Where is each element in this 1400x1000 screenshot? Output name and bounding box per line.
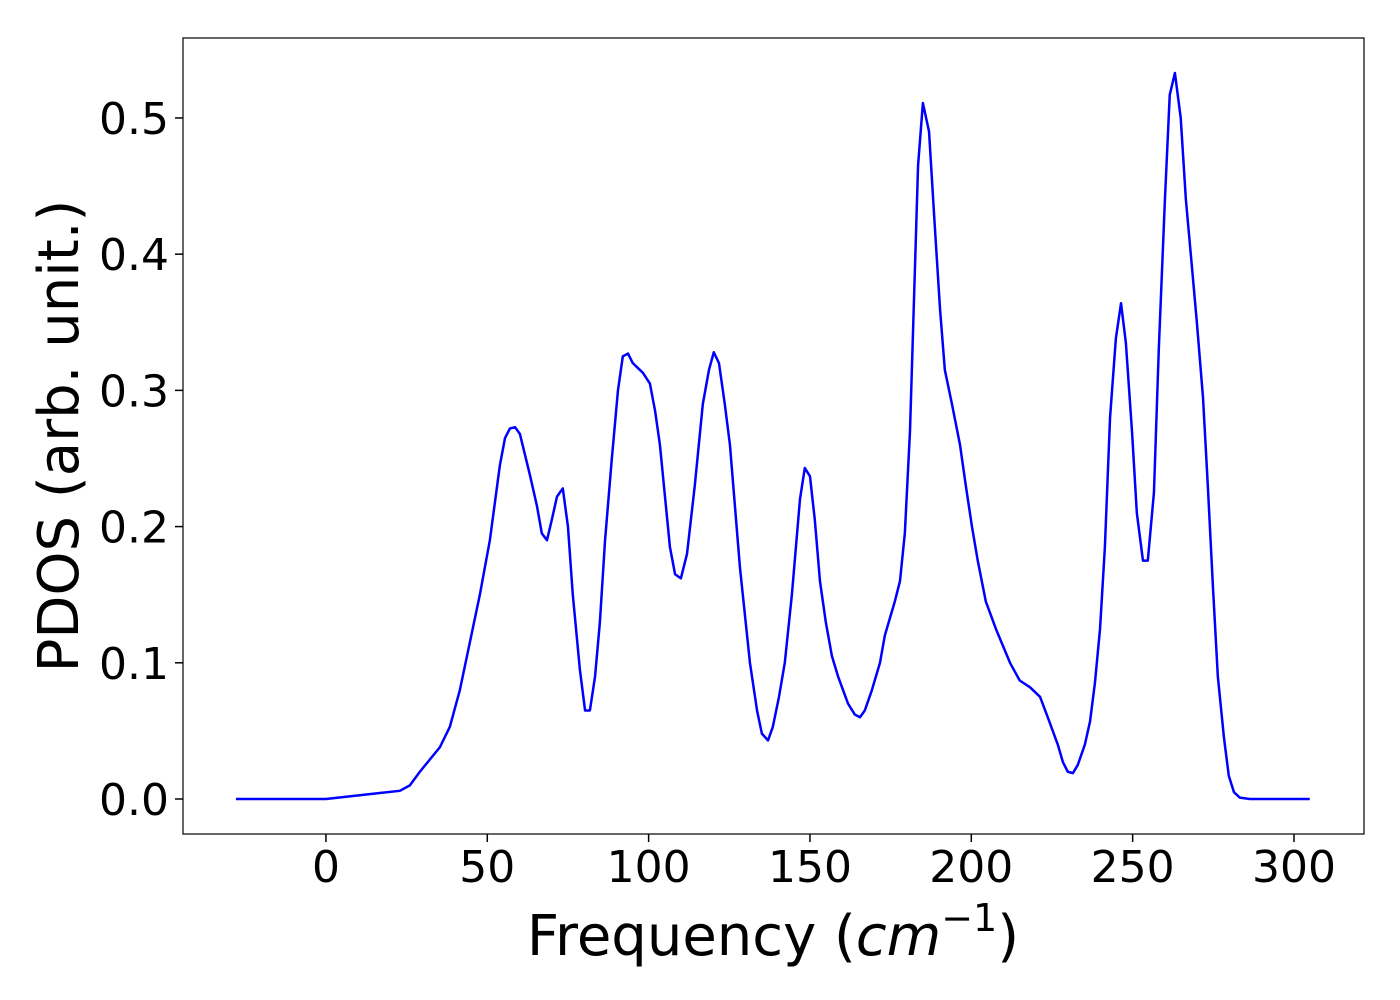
- y-tick-label: 0.4: [99, 230, 169, 281]
- x-tick-label: 300: [1252, 842, 1336, 893]
- x-tick-label: 250: [1091, 842, 1175, 893]
- y-axis-label: PDOS (arb. unit.): [27, 200, 92, 673]
- x-label-text: Frequency (: [527, 904, 856, 969]
- x-tick-label: 150: [768, 842, 852, 893]
- y-tick-label: 0.2: [99, 503, 169, 554]
- x-tick-label: 50: [459, 842, 515, 893]
- y-tick-label: 0.5: [99, 94, 169, 145]
- y-tick-label: 0.3: [99, 366, 169, 417]
- y-tick-label: 0.0: [99, 775, 169, 826]
- x-tick-label: 200: [929, 842, 1013, 893]
- plot-frame: [182, 37, 1365, 835]
- x-label-close: ): [997, 904, 1019, 969]
- x-tick-label: 100: [607, 842, 691, 893]
- x-label-exponent: −1: [941, 896, 997, 940]
- x-tick-label: 0: [312, 842, 340, 893]
- y-tick-label: 0.1: [99, 639, 169, 690]
- data-line: [235, 71, 1310, 801]
- x-axis-label: Frequency (cm−1): [527, 896, 1019, 969]
- x-label-unit: cm: [856, 904, 941, 969]
